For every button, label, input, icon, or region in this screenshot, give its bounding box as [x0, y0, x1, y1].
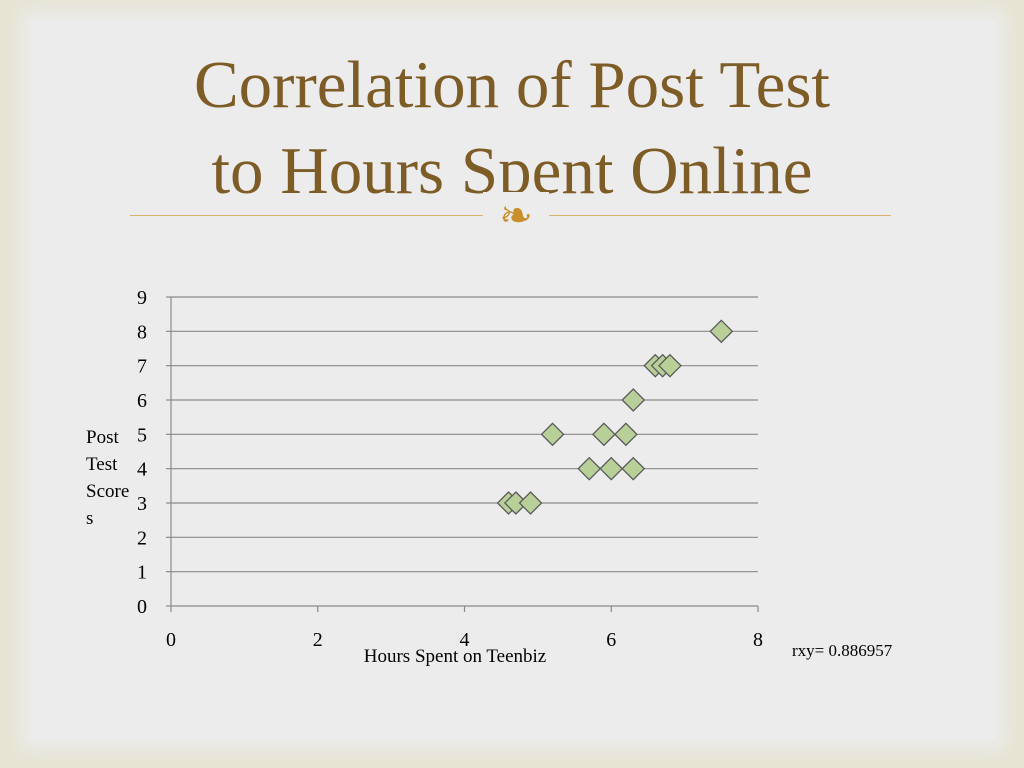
data-point-6 [591, 422, 616, 447]
y-tick-label-8: 8 [137, 321, 147, 343]
chart-gridlines [171, 296, 758, 573]
y-tick-label-6: 6 [137, 390, 147, 412]
chart-points [496, 319, 734, 515]
y-tick-label-9: 9 [137, 287, 147, 309]
y-axis-label: Post Test Scores [86, 427, 130, 529]
data-point-4 [540, 422, 565, 447]
data-point-8 [614, 422, 638, 447]
chart-axes [166, 296, 759, 612]
chart-tick-labels: 0 1 2 3 4 5 6 7 8 9 0 2 4 6 8 [137, 287, 763, 651]
ornament-icon: ❧ [483, 192, 549, 240]
data-point-10 [621, 456, 646, 481]
x-tick-label-0: 0 [166, 629, 176, 651]
data-point-9 [621, 388, 646, 412]
y-tick-label-4: 4 [137, 459, 147, 481]
x-tick-label-8: 8 [753, 629, 763, 651]
slide-title-line-1: Correlation of Post Test [193, 48, 831, 122]
data-point-13 [658, 353, 682, 378]
x-tick-label-2: 2 [313, 629, 323, 651]
data-point-5 [577, 456, 602, 481]
y-tick-label-1: 1 [137, 562, 147, 584]
x-tick-label-6: 6 [606, 629, 616, 651]
slide-background [30, 20, 996, 740]
slide-title: Correlation of Post Test to Hours Spent … [0, 42, 1024, 214]
x-tick-label-4: 4 [460, 629, 470, 651]
data-point-3 [518, 491, 543, 515]
y-tick-label-5: 5 [137, 424, 147, 446]
y-tick-label-7: 7 [137, 356, 147, 378]
correlation-annotation: rxy= 0.886957 [792, 641, 893, 660]
data-point-7 [599, 456, 624, 481]
y-tick-label-2: 2 [137, 527, 147, 549]
y-tick-label-3: 3 [137, 493, 147, 515]
x-axis-label: Hours Spent on Teenbiz [363, 646, 547, 667]
data-point-14 [709, 319, 734, 344]
y-tick-label-0: 0 [137, 596, 147, 618]
